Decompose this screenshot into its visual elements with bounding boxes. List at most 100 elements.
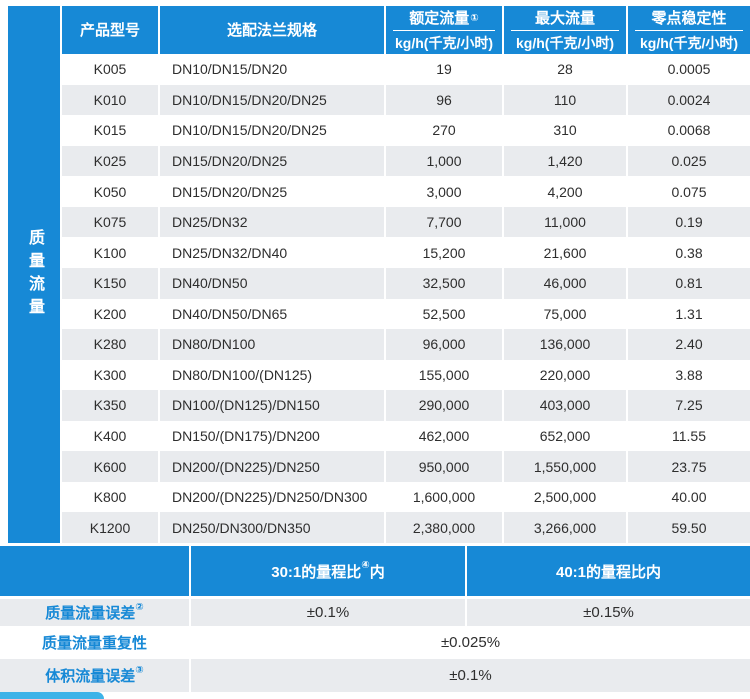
value-cell: 0.0005 — [667, 61, 711, 78]
header-title: 零点稳定性 — [635, 7, 743, 31]
value-cell: 46,000 — [504, 267, 626, 299]
value-cell: 462,000 — [418, 428, 470, 445]
model-cell: K400 — [93, 428, 127, 445]
category-sidebar: 质量流量 — [8, 6, 60, 543]
value-cell: 950,000 — [386, 451, 502, 482]
value-cell: 1.31 — [675, 305, 703, 322]
footnote-marker: ② — [135, 601, 144, 613]
model-cell: K100 — [93, 244, 127, 261]
value-cell: 3,266,000 — [504, 512, 626, 543]
table-row: K025 DN15/DN20/DN25 1,000 1,420 0.025 — [62, 145, 750, 177]
header-unit: kg/h(千克/小时) — [395, 35, 493, 51]
accuracy-row: 体积流量误差 ③ ±0.1% — [0, 659, 750, 692]
value-cell: 1,420 — [504, 145, 626, 177]
value-cell: 0.81 — [628, 267, 750, 299]
table-header-row: 产品型号 选配法兰规格 额定流量 ① kg/h(千克/小时) 最大流量 kg/h(千克/小时… — [62, 6, 750, 54]
value-cell: 7,700 — [386, 206, 502, 238]
flange-cell: DN200/(DN225)/DN250 — [160, 451, 384, 482]
value-cell: 0.0068 — [667, 122, 711, 139]
header-cell-0: 产品型号 — [62, 6, 158, 54]
model-cell: K800 — [93, 489, 127, 506]
flange-cell: DN10/DN15/DN20/DN25 — [172, 122, 327, 139]
value-cell: 652,000 — [539, 428, 591, 445]
accuracy-value: ±0.15% — [467, 599, 750, 626]
flange-cell: DN10/DN15/DN20 — [172, 61, 288, 78]
value-cell: 3,000 — [426, 183, 462, 200]
value-cell: 21,600 — [543, 244, 587, 261]
model-cell: K025 — [62, 145, 158, 177]
accuracy-value: ±0.025% — [440, 634, 501, 651]
category-label: 质量流量 — [26, 228, 43, 321]
accuracy-label: 质量流量误差 ② — [0, 599, 189, 626]
model-cell: K200 — [93, 305, 127, 322]
accuracy-rows: 质量流量误差 ② ±0.1% ±0.15% 质量流量重复性 ±0.025% 体积流量误差 ③ ±… — [0, 599, 750, 692]
header-cell-2: 额定流量 ① kg/h(千克/小时) — [386, 6, 502, 54]
value-cell: 23.75 — [628, 451, 750, 482]
header-cell-4: 零点稳定性 kg/h(千克/小时) — [628, 6, 750, 54]
value-cell: 1,600,000 — [412, 489, 476, 506]
table-row: K200 DN40/DN50/DN65 52,500 75,000 1.31 — [62, 299, 750, 330]
model-cell: K280 — [62, 329, 158, 360]
table-row: K280 DN80/DN100 96,000 136,000 2.40 — [62, 329, 750, 360]
flange-cell: DN80/DN100/(DN125) — [172, 366, 313, 383]
value-cell: 1,000 — [386, 145, 502, 177]
value-cell: 52,500 — [422, 305, 466, 322]
header-title: 额定流量 ① — [392, 7, 496, 31]
value-cell: 7.25 — [628, 390, 750, 421]
accuracy-label: 质量流量重复性 — [0, 629, 189, 656]
value-cell: 290,000 — [386, 390, 502, 421]
band-text-suffix: 内 — [369, 563, 385, 581]
table-body: K005 DN10/DN15/DN20 19 28 0.0005 K010 DN10/DN1… — [62, 54, 750, 543]
value-cell: 59.50 — [628, 512, 750, 543]
header-title-text: 零点稳定性 — [651, 10, 727, 27]
accuracy-label-text: 质量流量重复性 — [41, 635, 147, 652]
model-cell: K075 — [62, 206, 158, 238]
model-cell: K600 — [62, 451, 158, 482]
model-cell: K010 — [62, 84, 158, 116]
header-unit: kg/h(千克/小时) — [640, 35, 738, 51]
header-title-text: 额定流量 — [409, 10, 470, 27]
flange-cell: DN40/DN50/DN65 — [172, 305, 288, 322]
turndown-ratio-band: 30:1的量程比 ④ 内 40:1的量程比内 — [0, 546, 750, 596]
accuracy-value: ±0.1% — [191, 659, 750, 692]
band-text: 40:1的量程比内 — [555, 563, 662, 581]
flange-cell: DN100/(DN125)/DN150 — [160, 390, 384, 421]
table-row: K050 DN15/DN20/DN25 3,000 4,200 0.075 — [62, 176, 750, 207]
band-cell-1: 30:1的量程比 ④ 内 — [191, 546, 465, 596]
value-cell: 403,000 — [504, 390, 626, 421]
value-cell: 1,550,000 — [504, 451, 626, 482]
model-cell: K015 — [93, 122, 127, 139]
accuracy-label: 体积流量误差 ③ — [0, 659, 189, 692]
table-row: K1200 DN250/DN300/DN350 2,380,000 3,266,000… — [62, 512, 750, 543]
table-row: K300 DN80/DN100/(DN125) 155,000 220,000 3.88 — [62, 360, 750, 391]
accuracy-label-text: 体积流量误差 — [45, 668, 136, 685]
table-row: K150 DN40/DN50 32,500 46,000 0.81 — [62, 267, 750, 299]
accuracy-value: ±0.1% — [191, 599, 465, 626]
footnote-marker: ④ — [361, 560, 370, 571]
value-cell: 28 — [557, 61, 573, 78]
table-row: K350 DN100/(DN125)/DN150 290,000 403,000 7.2… — [62, 390, 750, 421]
flange-cell: DN200/(DN225)/DN250/DN300 — [172, 489, 368, 506]
model-cell: K050 — [93, 183, 127, 200]
flange-cell: DN15/DN20/DN25 — [160, 145, 384, 177]
table-row: K100 DN25/DN32/DN40 15,200 21,600 0.38 — [62, 237, 750, 268]
table-row: K005 DN10/DN15/DN20 19 28 0.0005 — [62, 54, 750, 85]
flange-cell: DN10/DN15/DN20/DN25 — [160, 84, 384, 116]
value-cell: 0.19 — [628, 206, 750, 238]
header-unit: kg/h(千克/小时) — [516, 35, 614, 51]
header-title: 产品型号 — [80, 19, 140, 42]
value-cell: 96 — [386, 84, 502, 116]
model-cell: K300 — [93, 366, 127, 383]
value-cell: 0.025 — [628, 145, 750, 177]
value-cell: 2,380,000 — [386, 512, 502, 543]
value-cell: 136,000 — [504, 329, 626, 360]
header-cell-3: 最大流量 kg/h(千克/小时) — [504, 6, 626, 54]
table-row: K015 DN10/DN15/DN20/DN25 270 310 0.0068 — [62, 115, 750, 146]
band-text: 30:1的量程比 — [271, 563, 362, 581]
header-title-text: 选配法兰规格 — [226, 21, 317, 39]
footnote-marker: ③ — [135, 664, 144, 676]
flange-cell: DN250/DN300/DN350 — [160, 512, 384, 543]
value-cell: 310 — [553, 122, 577, 139]
flange-cell: DN40/DN50 — [160, 267, 384, 299]
spec-table: 产品型号 选配法兰规格 额定流量 ① kg/h(千克/小时) 最大流量 kg/h(千克/小时… — [62, 6, 750, 543]
